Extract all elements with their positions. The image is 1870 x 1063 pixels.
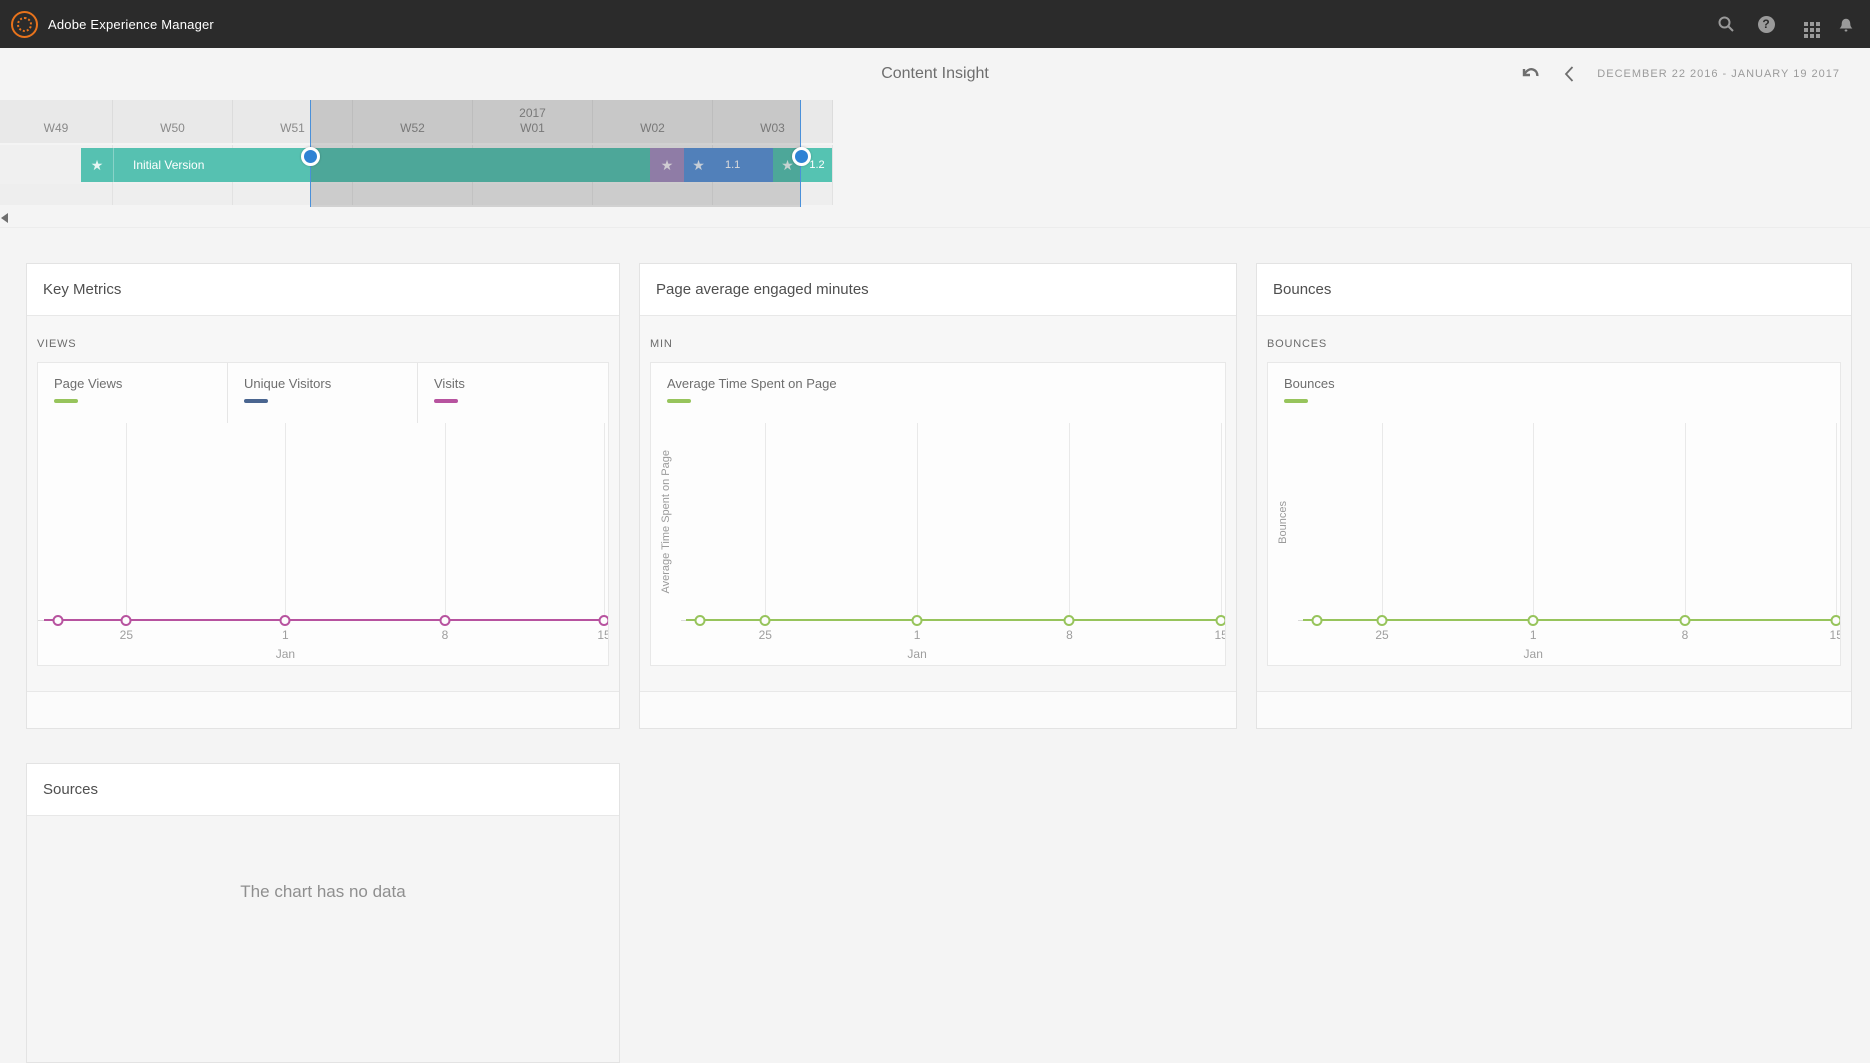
version-label: 1.1 bbox=[725, 159, 741, 171]
card-title: Sources bbox=[43, 781, 99, 798]
previous-period-chevron-icon[interactable] bbox=[1558, 63, 1580, 85]
data-line bbox=[1303, 619, 1840, 621]
data-point[interactable] bbox=[120, 615, 132, 626]
help-icon[interactable]: ? bbox=[1756, 14, 1776, 34]
data-point[interactable] bbox=[1527, 615, 1539, 626]
notifications-bell-icon[interactable] bbox=[1836, 14, 1856, 34]
week-label: W01 bbox=[520, 121, 545, 135]
legend-item-page-views[interactable]: Page Views bbox=[38, 363, 228, 423]
month-label: Jan bbox=[1523, 647, 1543, 661]
week-label: W51 bbox=[280, 121, 305, 135]
data-point[interactable] bbox=[1215, 615, 1225, 626]
key-metrics-card: Key Metrics VIEWS Page Views Unique Visi… bbox=[26, 263, 620, 729]
star-icon: ★ bbox=[660, 156, 674, 173]
app-title: Adobe Experience Manager bbox=[48, 16, 214, 32]
selection-handle-right[interactable] bbox=[792, 147, 811, 166]
section-label: VIEWS bbox=[37, 338, 77, 350]
line-chart-plot[interactable] bbox=[38, 423, 608, 626]
legend-swatch bbox=[434, 399, 458, 403]
data-point[interactable] bbox=[1376, 615, 1388, 626]
line-chart-plot[interactable] bbox=[1298, 423, 1840, 626]
card-footer bbox=[1257, 691, 1851, 728]
x-axis-labels: 25 1 8 15 Jan bbox=[1375, 628, 1840, 661]
data-point[interactable] bbox=[52, 615, 64, 626]
section-label: BOUNCES bbox=[1267, 338, 1327, 350]
empty-chart-message: The chart has no data bbox=[240, 882, 406, 901]
week-label: W02 bbox=[640, 121, 665, 135]
legend-item-avg-time[interactable]: Average Time Spent on Page bbox=[651, 363, 1225, 423]
initial-version-segment[interactable]: Initial Version bbox=[114, 148, 650, 182]
milestone-segment-blue[interactable]: ★ bbox=[684, 148, 713, 182]
chart-panel: Average Time Spent on Page Average Time … bbox=[650, 362, 1226, 666]
x-axis-labels: 25 1 8 15 Jan bbox=[758, 628, 1225, 661]
bounces-card: Bounces BOUNCES Bounces Bounces bbox=[1256, 263, 1852, 729]
star-icon: ★ bbox=[90, 156, 104, 173]
section-label: MIN bbox=[650, 338, 673, 350]
star-icon: ★ bbox=[692, 156, 705, 173]
data-point[interactable] bbox=[1311, 615, 1323, 626]
version-bar-label: Initial Version bbox=[133, 158, 205, 172]
legend-item-visits[interactable]: Visits bbox=[418, 363, 608, 423]
data-point[interactable] bbox=[1679, 615, 1691, 626]
card-title: Key Metrics bbox=[43, 281, 122, 298]
data-point[interactable] bbox=[439, 615, 451, 626]
search-icon[interactable] bbox=[1716, 14, 1736, 34]
timeline-scroll-strip bbox=[0, 207, 1870, 228]
timeline-selection-overlay[interactable] bbox=[310, 100, 801, 207]
legend-item-bounces[interactable]: Bounces bbox=[1268, 363, 1840, 423]
data-line bbox=[43, 619, 608, 621]
month-label: Jan bbox=[275, 647, 296, 661]
engaged-minutes-card: Page average engaged minutes MIN Average… bbox=[639, 263, 1237, 729]
legend-swatch bbox=[1284, 399, 1308, 403]
version-label: 1.2 bbox=[809, 159, 825, 171]
card-footer bbox=[640, 691, 1236, 728]
timeline-track-lower bbox=[0, 184, 833, 205]
y-axis-label: Average Time Spent on Page bbox=[660, 450, 672, 594]
line-chart-plot[interactable] bbox=[681, 423, 1225, 626]
data-point[interactable] bbox=[911, 615, 923, 626]
data-point[interactable] bbox=[759, 615, 771, 626]
card-title: Page average engaged minutes bbox=[656, 281, 869, 298]
version-bar[interactable]: ★ Initial Version ★ ★ 1.1 ★ 1.2 bbox=[81, 148, 832, 182]
week-label: W52 bbox=[400, 121, 425, 135]
legend-swatch bbox=[667, 399, 691, 403]
week-label: W49 bbox=[43, 121, 69, 135]
data-point[interactable] bbox=[1830, 615, 1840, 626]
week-label: W03 bbox=[760, 121, 785, 135]
chart-panel: Page Views Unique Visitors Visits bbox=[37, 362, 609, 666]
month-label: Jan bbox=[907, 647, 927, 661]
data-point[interactable] bbox=[598, 615, 608, 626]
milestone-segment-purple[interactable]: ★ bbox=[650, 148, 684, 182]
card-title: Bounces bbox=[1273, 281, 1332, 298]
adobe-logo-icon bbox=[11, 10, 38, 38]
data-point[interactable] bbox=[279, 615, 291, 626]
legend-item-unique-visitors[interactable]: Unique Visitors bbox=[228, 363, 418, 423]
year-label: 2017 bbox=[519, 106, 546, 120]
data-point[interactable] bbox=[694, 615, 706, 626]
app-switcher-icon[interactable] bbox=[1796, 14, 1816, 34]
legend-swatch bbox=[244, 399, 268, 403]
timeline-week-header: W49 W50 W51 W52 2017 W01 W02 W03 bbox=[0, 100, 833, 145]
page-header: Content Insight DECEMBER 22 2016 - JANUA… bbox=[0, 48, 1870, 100]
data-point[interactable] bbox=[1063, 615, 1075, 626]
week-label: W50 bbox=[160, 121, 185, 135]
legend-swatch bbox=[54, 399, 78, 403]
selection-handle-left[interactable] bbox=[301, 147, 320, 166]
version-1-1-segment[interactable]: 1.1 bbox=[713, 148, 773, 182]
undo-icon[interactable] bbox=[1519, 63, 1541, 85]
star-icon: ★ bbox=[781, 156, 794, 173]
x-axis-labels: 25 1 8 15 Jan bbox=[119, 628, 608, 661]
data-line bbox=[686, 619, 1225, 621]
chart-panel: Bounces Bounces bbox=[1267, 362, 1841, 666]
top-bar: Adobe Experience Manager ? bbox=[0, 0, 1870, 48]
version-timeline: W49 W50 W51 W52 2017 W01 W02 W03 ★ Initi… bbox=[0, 100, 833, 207]
milestone-segment[interactable]: ★ bbox=[81, 148, 114, 182]
card-footer bbox=[27, 691, 619, 728]
date-range-label[interactable]: DECEMBER 22 2016 - JANUARY 19 2017 bbox=[1597, 68, 1840, 80]
y-axis-label: Bounces bbox=[1277, 500, 1289, 544]
page-title: Content Insight bbox=[881, 65, 989, 82]
scroll-left-arrow-icon[interactable] bbox=[1, 213, 8, 223]
sources-card: Sources The chart has no data bbox=[26, 763, 620, 1063]
